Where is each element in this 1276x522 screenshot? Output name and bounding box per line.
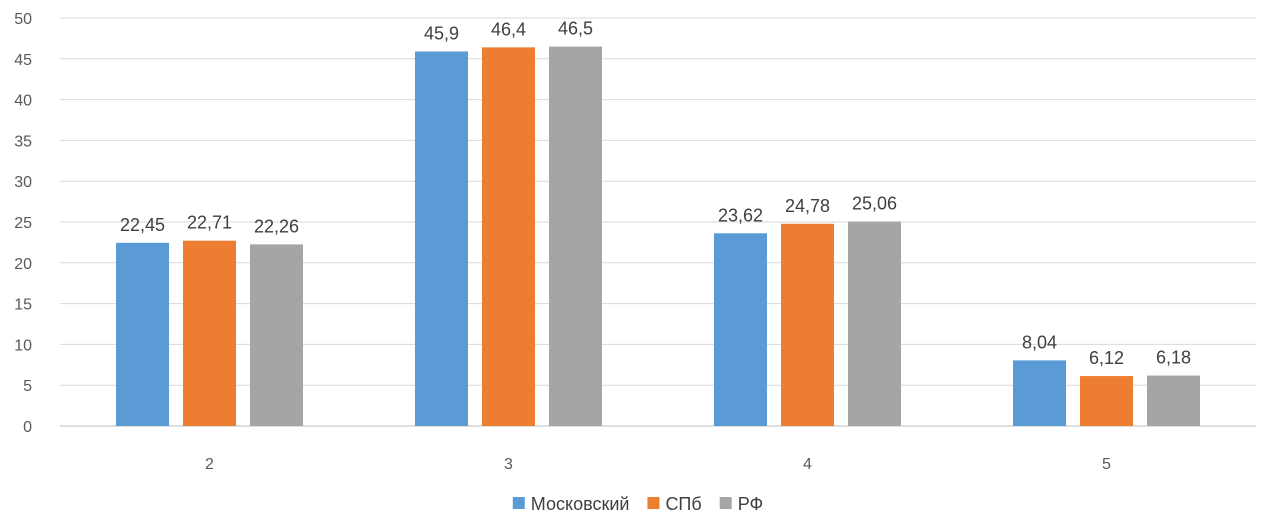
bar [781,223,834,426]
x-tick-label: 5 [1102,456,1111,473]
y-tick-label: 25 [14,215,32,232]
y-tick-label: 50 [14,11,32,28]
x-tick-label: 3 [504,456,513,473]
data-label: 46,4 [491,19,526,39]
bar [116,242,169,426]
bar [250,244,303,426]
legend-label: Московский [531,494,630,514]
bar [1080,376,1133,426]
data-label: 24,78 [785,196,830,216]
y-tick-label: 40 [14,93,32,110]
data-label: 23,62 [718,205,763,225]
legend-label: СПб [665,494,701,514]
x-axis: 2 3 4 5 [205,456,1111,473]
data-label: 8,04 [1022,332,1057,352]
legend-swatch [719,497,732,509]
bar [482,47,535,426]
y-tick-label: 35 [14,133,32,150]
bar [549,46,602,427]
legend-label: РФ [738,494,764,514]
data-label: 22,71 [187,213,232,233]
data-label: 6,18 [1156,348,1191,368]
data-label: 22,45 [120,215,165,235]
data-label: 45,9 [424,23,459,43]
y-tick-label: 15 [14,297,32,314]
y-tick-label: 0 [23,419,32,436]
data-label: 46,5 [558,19,593,39]
y-tick-label: 45 [14,52,32,69]
bar [415,51,468,427]
data-label: 6,12 [1089,348,1124,368]
data-labels: 22,45 22,71 22,26 45,9 46,4 46,5 23,62 24,78 25,… [120,19,1191,369]
legend-swatch [512,497,525,509]
bar [183,240,236,426]
bars [116,46,1200,427]
bar [1013,360,1066,426]
bar [714,233,767,426]
gridlines [60,17,1256,427]
y-axis: 0 5 10 15 20 25 30 35 40 45 50 [14,11,32,436]
x-tick-label: 2 [205,456,214,473]
x-tick-label: 4 [803,456,812,473]
data-label: 25,06 [852,194,897,214]
y-tick-label: 10 [14,337,32,354]
y-tick-label: 20 [14,256,32,273]
bar [848,221,901,426]
y-tick-label: 5 [23,378,32,395]
legend-swatch [647,497,660,509]
y-tick-label: 30 [14,174,32,191]
legend: Московский СПб РФ [512,494,764,514]
bar [1147,375,1200,426]
data-label: 22,26 [254,216,299,236]
